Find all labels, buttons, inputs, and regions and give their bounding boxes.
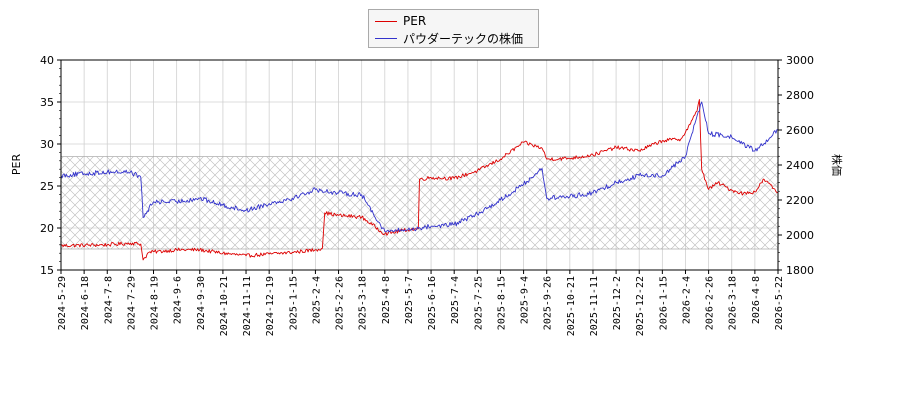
y-right-tick-label: 2600 <box>786 124 814 137</box>
x-tick-label: 2025-6-16 <box>427 276 438 330</box>
y-left-axis-title: PER <box>10 153 24 176</box>
y-right-tick-label: 2000 <box>786 229 814 242</box>
series-line-price <box>61 101 778 233</box>
y-right-tick-label: 2200 <box>786 194 814 207</box>
y-right-tick-label: 2400 <box>786 159 814 172</box>
y-right-tick-label: 2800 <box>786 89 814 102</box>
x-tick-label: 2024-5-29 <box>57 276 68 330</box>
hatched-band <box>60 156 779 250</box>
x-tick-label: 2026-4-8 <box>751 276 762 324</box>
x-tick-label: 2024-7-29 <box>126 276 137 330</box>
y-right-tick-label: 3000 <box>786 54 814 67</box>
x-tick-label: 2024-11-11 <box>242 276 253 336</box>
y-right-tick-label: 1800 <box>786 264 814 277</box>
legend-swatch-price <box>375 37 397 39</box>
x-tick-label: 2026-3-18 <box>728 276 739 330</box>
x-tick-label: 2026-2-4 <box>681 276 692 324</box>
x-tick-label: 2024-12-19 <box>265 276 276 336</box>
y-left-tick-label: 20 <box>40 222 54 235</box>
x-tick-label: 2025-8-15 <box>496 276 507 330</box>
legend-entry-per: PER <box>375 13 426 29</box>
x-tick-label: 2024-10-21 <box>219 276 230 336</box>
x-tick-label: 2026-2-26 <box>705 276 716 330</box>
x-tick-label: 2024-9-30 <box>196 276 207 330</box>
x-tick-label: 2025-4-8 <box>381 276 392 324</box>
y-left-tick-label: 15 <box>40 264 54 277</box>
x-axis: 2024-5-29 2024-6-18 2024-7-8 2024-7-29 2024-… <box>57 270 785 336</box>
legend-entry-price: パウダーテックの株価 <box>375 30 523 46</box>
x-tick-label: 2025-12-22 <box>635 276 646 336</box>
y-left-tick-label: 25 <box>40 180 54 193</box>
x-tick-label: 2025-5-7 <box>404 276 415 324</box>
y-left-tick-label: 30 <box>40 138 54 151</box>
legend-swatch-per <box>375 20 397 22</box>
x-tick-label: 2026-1-15 <box>658 276 669 330</box>
series-line-per <box>61 99 778 261</box>
x-tick-label: 2025-11-11 <box>589 276 600 336</box>
x-tick-label: 2025-9-4 <box>520 276 531 324</box>
x-tick-label: 2024-7-8 <box>103 276 114 324</box>
x-tick-label: 2025-2-4 <box>311 276 322 324</box>
x-tick-label: 2025-10-21 <box>566 276 577 336</box>
x-tick-label: 2026-5-22 <box>774 276 785 330</box>
y-right-axis-title: 株価 <box>830 154 843 176</box>
x-tick-label: 2024-8-19 <box>150 276 161 330</box>
x-tick-label: 2024-9-6 <box>173 276 184 324</box>
x-tick-label: 2025-7-4 <box>450 276 461 324</box>
legend-label-price: パウダーテックの株価 <box>403 31 524 46</box>
x-tick-label: 2025-12-2 <box>612 276 623 330</box>
x-tick-label: 2025-7-25 <box>473 276 484 330</box>
legend: PER パウダーテックの株価 <box>368 9 539 48</box>
x-tick-label: 2024-6-18 <box>80 276 91 330</box>
y-left-tick-label: 40 <box>40 54 54 67</box>
y-left-tick-label: 35 <box>40 96 54 109</box>
x-tick-label: 2025-9-26 <box>543 276 554 330</box>
x-tick-label: 2025-2-26 <box>335 276 346 330</box>
x-tick-label: 2025-3-18 <box>358 276 369 330</box>
legend-label-per: PER <box>403 14 427 28</box>
right-axis: 1800 2000 2200 2400 2600 2800 3000 <box>778 54 814 277</box>
left-axis: 15 20 25 30 35 40 <box>40 54 61 277</box>
x-tick-label: 2025-1-15 <box>288 276 299 330</box>
